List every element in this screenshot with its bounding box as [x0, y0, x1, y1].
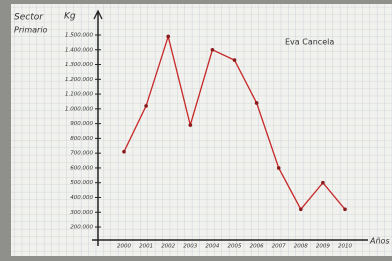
- y-axis-label: Kg: [64, 12, 76, 22]
- y-tick-label: 1.500.000: [65, 32, 93, 38]
- data-point: [255, 101, 259, 105]
- data-point: [233, 58, 237, 62]
- y-tick-label: 400.000: [70, 195, 93, 201]
- y-tick-label: 300.000: [70, 210, 93, 216]
- y-tick-label: 200.000: [70, 225, 93, 231]
- data-point: [144, 104, 148, 108]
- x-axis-label: Años: [369, 237, 390, 246]
- x-tick-label: 2002: [161, 244, 175, 250]
- y-tick-label: 500.000: [70, 180, 93, 186]
- data-point: [211, 48, 215, 52]
- x-tick-label: 2009: [316, 244, 330, 250]
- y-tick-label: 1.300.000: [65, 62, 93, 68]
- data-point: [299, 208, 303, 212]
- chart: Sector Primario Kg Años Eva Cancela 200.…: [0, 0, 392, 261]
- x-tick-label: 2005: [228, 244, 242, 250]
- x-tick-label: 2001: [139, 244, 153, 250]
- data-point: [321, 181, 325, 185]
- x-tick-label: 2000: [117, 244, 131, 250]
- data-point: [166, 35, 170, 39]
- x-tick-label: 2003: [183, 244, 197, 250]
- x-tick-label: 2010: [338, 244, 352, 250]
- data-point: [122, 150, 126, 154]
- annotation: Eva Cancela: [285, 38, 334, 47]
- y-tick-label: 900.000: [70, 121, 93, 127]
- x-tick-label: 2008: [294, 244, 308, 250]
- y-tick-label: 1.100.000: [65, 92, 93, 98]
- x-tick-label: 2006: [250, 244, 264, 250]
- title-line: Sector: [14, 13, 44, 23]
- y-tick-label: 1.200.000: [65, 77, 93, 83]
- data-point: [343, 208, 347, 212]
- y-tick-label: 800.000: [70, 136, 93, 142]
- data-point: [189, 123, 193, 127]
- y-tick-label: 600.000: [70, 165, 93, 171]
- graph-grid: [11, 4, 392, 256]
- data-point: [277, 166, 281, 170]
- x-tick-label: 2004: [205, 244, 219, 250]
- title-line: Primario: [14, 26, 48, 35]
- y-tick-label: 1.000.000: [65, 106, 93, 112]
- y-tick-label: 1.400.000: [65, 47, 93, 53]
- y-tick-label: 700.000: [70, 151, 93, 157]
- x-tick-label: 2007: [272, 244, 286, 250]
